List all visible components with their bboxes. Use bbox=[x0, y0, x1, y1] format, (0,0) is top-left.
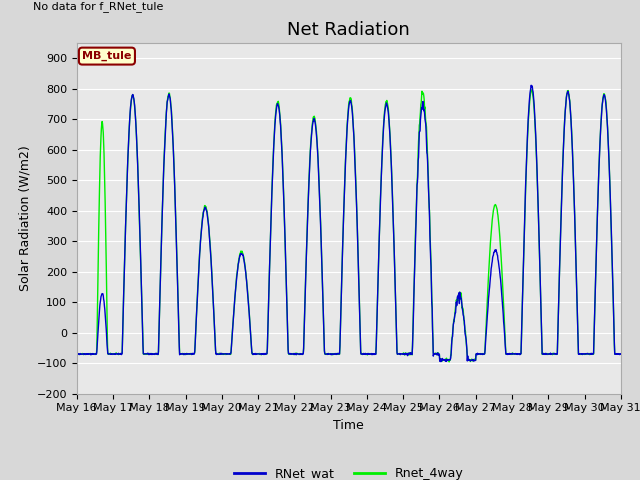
Rnet_4way bbox=[617, 351, 625, 357]
Text: MB_tule: MB_tule bbox=[82, 51, 132, 61]
Rnet_4way bbox=[553, 351, 561, 357]
Rnet_4way bbox=[180, 350, 188, 356]
RNet_wat bbox=[617, 351, 625, 357]
RNet_wat bbox=[180, 351, 188, 357]
Line: Rnet_4way: Rnet_4way bbox=[77, 90, 621, 362]
Y-axis label: Solar Radiation (W/m2): Solar Radiation (W/m2) bbox=[18, 145, 31, 291]
RNet_wat bbox=[73, 351, 81, 357]
Rnet_4way bbox=[505, 351, 513, 357]
RNet_wat bbox=[437, 359, 445, 364]
Rnet_4way bbox=[528, 87, 536, 93]
RNet_wat bbox=[433, 352, 441, 358]
RNet_wat bbox=[553, 351, 561, 357]
Rnet_4way bbox=[433, 352, 441, 358]
Line: RNet_wat: RNet_wat bbox=[77, 85, 621, 361]
RNet_wat bbox=[505, 351, 513, 357]
Title: Net Radiation: Net Radiation bbox=[287, 21, 410, 39]
Rnet_4way bbox=[445, 359, 453, 365]
Rnet_4way bbox=[255, 351, 262, 357]
Rnet_4way bbox=[73, 351, 81, 357]
RNet_wat bbox=[255, 351, 262, 357]
Text: No data for f_RNet_tule: No data for f_RNet_tule bbox=[33, 1, 164, 12]
Legend: RNet_wat, Rnet_4way: RNet_wat, Rnet_4way bbox=[229, 462, 468, 480]
RNet_wat bbox=[194, 286, 202, 292]
Rnet_4way bbox=[194, 284, 202, 290]
RNet_wat bbox=[527, 83, 535, 88]
X-axis label: Time: Time bbox=[333, 419, 364, 432]
